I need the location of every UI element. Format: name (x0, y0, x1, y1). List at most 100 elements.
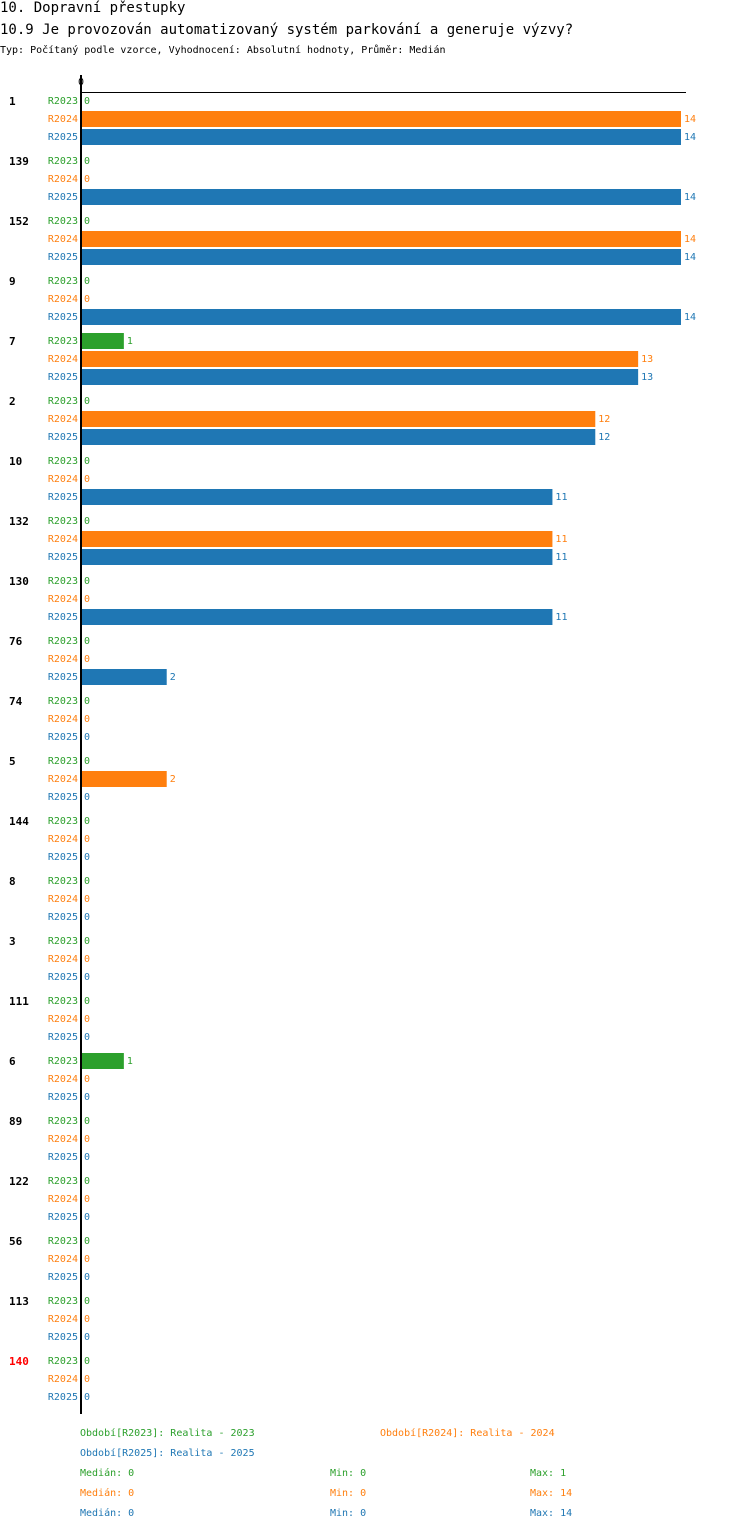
series-label: R2023 (48, 396, 78, 407)
value-label: 0 (84, 96, 90, 107)
value-label: 0 (84, 1194, 90, 1205)
stat-max-r2023: Max: 1 (530, 1468, 567, 1479)
series-label: R2024 (48, 474, 78, 485)
series-label: R2025 (48, 612, 78, 623)
bar (81, 531, 553, 547)
bar-chart: 01R20230R202414R202514139R20230R20240R20… (9, 75, 696, 1414)
series-label: R2024 (48, 294, 78, 305)
value-label: 0 (84, 732, 90, 743)
value-label: 0 (84, 1116, 90, 1127)
series-label: R2023 (48, 1056, 78, 1067)
series-label: R2025 (48, 312, 78, 323)
value-label: 0 (84, 1032, 90, 1043)
value-label: 14 (684, 312, 696, 323)
value-label: 14 (684, 132, 696, 143)
stat-max-r2024: Max: 14 (530, 1488, 573, 1499)
series-label: R2023 (48, 96, 78, 107)
series-label: R2025 (48, 1152, 78, 1163)
series-label: R2023 (48, 1236, 78, 1247)
value-label: 14 (684, 192, 696, 203)
stat-min-r2023: Min: 0 (330, 1468, 367, 1479)
category-label: 74 (9, 695, 23, 708)
value-label: 1 (127, 1056, 133, 1067)
category-label: 111 (9, 995, 29, 1008)
chart-meta: Typ: Počítaný podle vzorce, Vyhodnocení:… (0, 45, 446, 56)
value-label: 0 (84, 276, 90, 287)
value-label: 0 (84, 1272, 90, 1283)
series-label: R2025 (48, 1272, 78, 1283)
series-label: R2023 (48, 1296, 78, 1307)
series-label: R2023 (48, 576, 78, 587)
value-label: 0 (84, 1212, 90, 1223)
series-label: R2025 (48, 1032, 78, 1043)
category-label: 140 (9, 1355, 29, 1368)
value-label: 0 (84, 834, 90, 845)
category-label: 6 (9, 1055, 16, 1068)
series-label: R2025 (48, 1332, 78, 1343)
bar (81, 129, 681, 145)
series-label: R2023 (48, 216, 78, 227)
series-label: R2025 (48, 972, 78, 983)
stat-median-r2024: Medián: 0 (80, 1488, 135, 1499)
stat-max-r2025: Max: 14 (530, 1508, 573, 1519)
category-label: 132 (9, 515, 29, 528)
value-label: 0 (84, 816, 90, 827)
value-label: 0 (84, 876, 90, 887)
value-label: 13 (641, 372, 653, 383)
series-label: R2024 (48, 174, 78, 185)
category-label: 5 (9, 755, 16, 768)
series-label: R2025 (48, 852, 78, 863)
value-label: 0 (84, 1236, 90, 1247)
series-label: R2025 (48, 132, 78, 143)
series-label: R2023 (48, 1116, 78, 1127)
series-label: R2024 (48, 834, 78, 845)
series-label: R2023 (48, 156, 78, 167)
category-label: 89 (9, 1115, 22, 1128)
legend-period-r2025: Období[R2025]: Realita - 2025 (80, 1448, 255, 1459)
value-label: 0 (84, 294, 90, 305)
bar (81, 369, 639, 385)
series-label: R2024 (48, 1014, 78, 1025)
series-label: R2024 (48, 594, 78, 605)
series-label: R2025 (48, 492, 78, 503)
value-label: 0 (84, 972, 90, 983)
value-label: 0 (84, 1296, 90, 1307)
legend-period-r2024: Období[R2024]: Realita - 2024 (380, 1428, 555, 1439)
value-label: 0 (84, 936, 90, 947)
series-label: R2025 (48, 1392, 78, 1403)
bar (81, 351, 639, 367)
series-label: R2023 (48, 276, 78, 287)
bar (81, 309, 681, 325)
bar (81, 411, 596, 427)
series-label: R2024 (48, 774, 78, 785)
category-label: 113 (9, 1295, 29, 1308)
series-label: R2025 (48, 1212, 78, 1223)
value-label: 0 (84, 696, 90, 707)
series-label: R2024 (48, 1254, 78, 1265)
series-label: R2025 (48, 252, 78, 263)
series-label: R2023 (48, 1176, 78, 1187)
series-label: R2024 (48, 954, 78, 965)
series-label: R2025 (48, 912, 78, 923)
value-label: 0 (84, 396, 90, 407)
value-label: 0 (84, 852, 90, 863)
bar (81, 609, 553, 625)
value-label: 14 (684, 234, 696, 245)
value-label: 0 (84, 636, 90, 647)
series-label: R2024 (48, 114, 78, 125)
value-label: 0 (84, 1152, 90, 1163)
value-label: 0 (84, 1392, 90, 1403)
stat-median-r2023: Medián: 0 (80, 1468, 135, 1479)
series-label: R2023 (48, 996, 78, 1007)
question-title: 10.9 Je provozován automatizovaný systém… (0, 22, 574, 38)
value-label: 0 (84, 1374, 90, 1385)
series-label: R2023 (48, 336, 78, 347)
series-label: R2024 (48, 1194, 78, 1205)
value-label: 11 (555, 612, 567, 623)
series-label: R2024 (48, 1134, 78, 1145)
value-label: 11 (555, 492, 567, 503)
legend-period-r2023: Období[R2023]: Realita - 2023 (80, 1428, 255, 1439)
category-label: 3 (9, 935, 16, 948)
series-label: R2023 (48, 816, 78, 827)
bar (81, 111, 681, 127)
